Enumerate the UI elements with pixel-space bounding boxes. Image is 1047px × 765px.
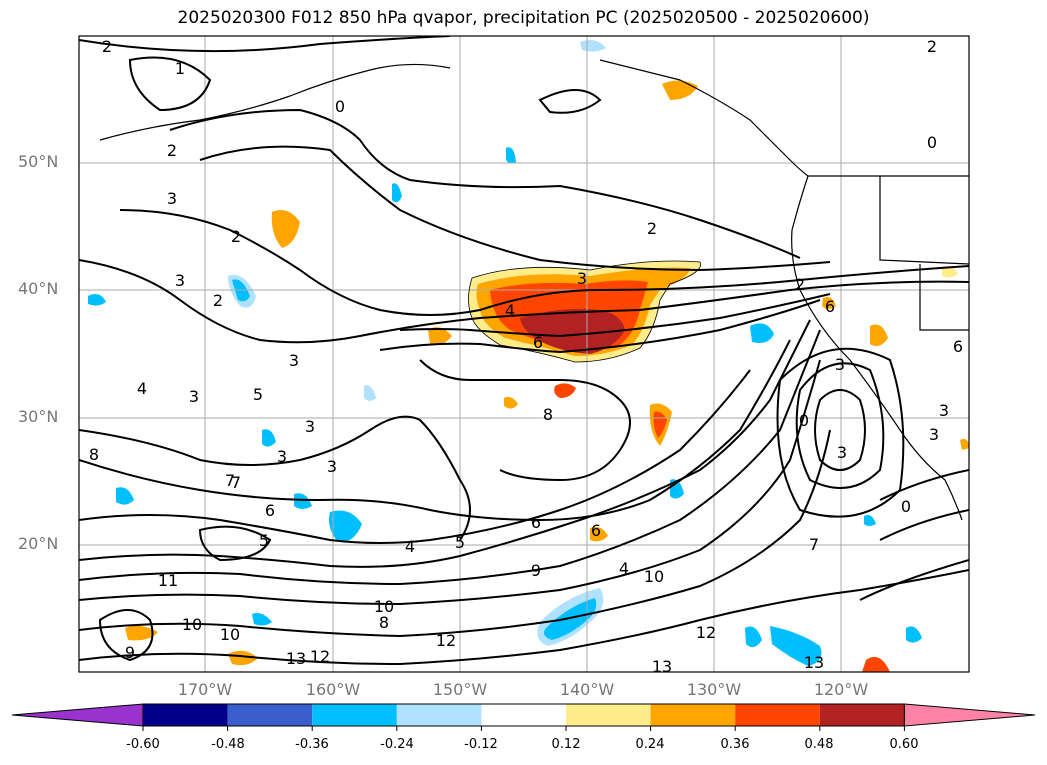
contour-label: 1 — [175, 59, 185, 78]
contour-label: 7 — [231, 473, 241, 492]
colorbar-tick-label: -0.12 — [464, 737, 498, 752]
colorbar-tick-label: 0.48 — [804, 737, 834, 752]
contour-label: 3 — [175, 271, 185, 290]
contour-label: 12 — [310, 647, 330, 666]
colorbar-swatch — [227, 704, 313, 726]
colorbar-tick-label: 0.60 — [889, 737, 919, 752]
contour-label: 3 — [837, 443, 847, 462]
contour-label: 13 — [286, 649, 306, 668]
contour-label: 0 — [901, 497, 911, 516]
contour-label: 2 — [231, 227, 241, 246]
contour-label: 4 — [619, 559, 629, 578]
contour-label: 10 — [220, 625, 240, 644]
contour-label: 11 — [158, 571, 178, 590]
contour-label: 6 — [531, 513, 541, 532]
colorbar-swatch — [481, 704, 566, 726]
contour-label: 3 — [577, 269, 587, 288]
colorbar-swatch — [566, 704, 651, 726]
colorbar-swatch — [143, 704, 228, 726]
contour-label: 10 — [374, 597, 394, 616]
contour-label: 3 — [277, 447, 287, 466]
contour-label: 3 — [189, 387, 199, 406]
contour-label: 6 — [533, 333, 543, 352]
contour-label: 8 — [89, 445, 99, 464]
colorbar-tick-label: 0.12 — [551, 737, 581, 752]
contour-label: 3 — [167, 189, 177, 208]
contour-label: 9 — [125, 643, 135, 662]
colorbar-tick-label: -0.36 — [295, 737, 329, 752]
colorbar-tick-label: -0.60 — [126, 737, 160, 752]
contour-label: 0 — [799, 411, 809, 430]
colorbar-tick-label: -0.48 — [211, 737, 245, 752]
colorbar-extension-low — [11, 703, 144, 727]
colorbar-swatch — [819, 704, 905, 726]
contour-label: 13 — [804, 653, 824, 672]
map-title: 2025020300 F012 850 hPa qvapor, precipit… — [177, 8, 870, 28]
lon-label-130w: 130°W — [686, 680, 742, 699]
contour-label: 7 — [225, 471, 235, 490]
colorbar-tick-label: -0.24 — [380, 737, 414, 752]
lat-label-40n: 40°N — [18, 279, 59, 298]
contour-label: 2 — [167, 141, 177, 160]
contour-label: 4 — [405, 537, 415, 556]
contour-label: 3 — [929, 425, 939, 444]
lon-label-150w: 150°W — [432, 680, 488, 699]
contour-label: 8 — [379, 613, 389, 632]
lat-label-50n: 50°N — [18, 152, 59, 171]
contour-label: 8 — [543, 405, 553, 424]
contour-label: 12 — [696, 623, 716, 642]
contour-label: 9 — [531, 561, 541, 580]
colorbar-frame — [142, 703, 905, 727]
lat-label-20n: 20°N — [18, 534, 59, 553]
colorbar-tick-label: 0.24 — [635, 737, 665, 752]
contour-label: 13 — [652, 657, 672, 676]
lon-label-160w: 160°W — [305, 680, 361, 699]
colorbar-swatch — [396, 704, 482, 726]
contour-label: 10 — [644, 567, 664, 586]
lon-label-170w: 170°W — [177, 680, 233, 699]
contour-label: 3 — [327, 457, 337, 476]
lon-label-140w: 140°W — [559, 680, 615, 699]
coastlines — [99, 59, 969, 521]
contour-label: 2 — [647, 219, 657, 238]
colorbar-swatch — [312, 704, 397, 726]
colorbar-tick-label: 0.36 — [720, 737, 750, 752]
contour-label: 3 — [939, 401, 949, 420]
qvapor-contours — [79, 36, 969, 666]
lat-label-30n: 30°N — [18, 407, 59, 426]
lon-label-120w: 120°W — [813, 680, 869, 699]
contour-label: 6 — [591, 521, 601, 540]
contour-label: 3 — [289, 351, 299, 370]
contour-label: 3 — [305, 417, 315, 436]
contour-label: 2 — [213, 291, 223, 310]
contour-label: 0 — [335, 97, 345, 116]
contour-label: 6 — [953, 337, 963, 356]
contour-label: 5 — [455, 533, 465, 552]
contour-label: 2 — [102, 37, 112, 56]
contour-label: 5 — [259, 531, 269, 550]
thin-boundary-lines — [468, 260, 702, 363]
contour-label: 6 — [265, 501, 275, 520]
contour-label: 10 — [182, 615, 202, 634]
contour-label: 4 — [505, 301, 515, 320]
contour-label: 4 — [137, 379, 147, 398]
plot-frame — [78, 35, 970, 673]
contour-label: 2 — [795, 275, 805, 294]
colorbar — [11, 703, 1036, 731]
contour-label: 5 — [253, 385, 263, 404]
contour-label: 2 — [927, 37, 937, 56]
contour-label: 6 — [825, 297, 835, 316]
contour-label: 7 — [809, 535, 819, 554]
contour-label-group: 2 1 0 2 3 2 2 3 4 3 5 3 3 3 6 4 6 5 9 8 … — [89, 37, 963, 676]
colorbar-extension-high — [903, 703, 1036, 727]
contour-label: 3 — [835, 355, 845, 374]
contour-label: 12 — [436, 631, 456, 650]
graticule — [79, 36, 969, 672]
contour-label: 0 — [927, 133, 937, 152]
colorbar-swatch — [650, 704, 736, 726]
colorbar-swatch — [735, 704, 820, 726]
